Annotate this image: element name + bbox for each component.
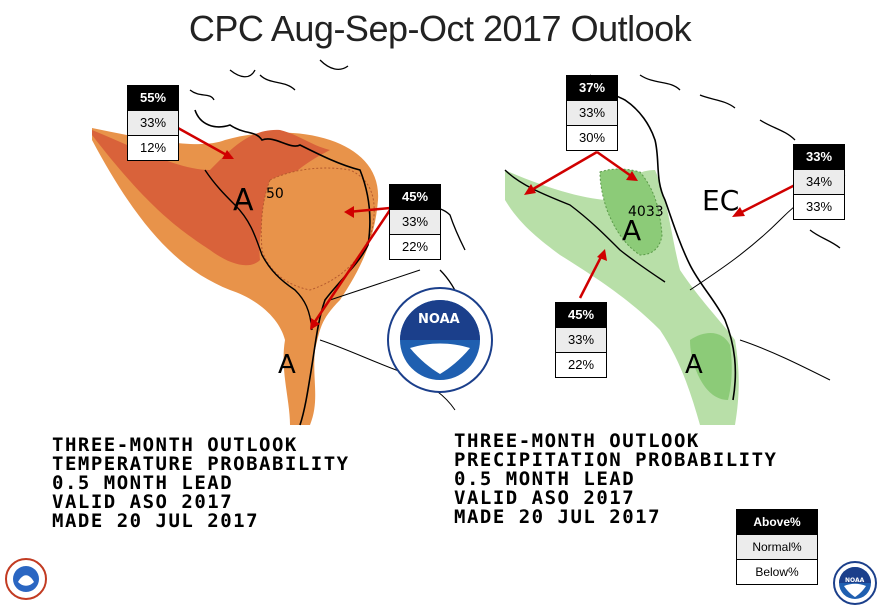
precip-coast-north [639,74,841,249]
temp-probability-area-high [92,129,330,266]
precip-arrow-3-head [732,207,745,217]
precip-arrow-4-head [597,249,607,261]
temp-region-label-a-south: A [278,350,296,380]
temp-arrow-1 [177,126,233,160]
precipitation-map [504,74,846,425]
above-value: 37% [567,76,617,100]
precip-caption-line-4: VALID ASO 2017 [454,487,636,509]
precip-arrow-1 [527,150,598,194]
temp-caption-line-3: 0.5 MONTH LEAD [52,472,234,494]
normal-value: 33% [556,327,606,352]
normal-value: 33% [128,110,178,135]
precip-caption-line-1: THREE-MONTH OUTLOOK [454,430,700,452]
page-title: CPC Aug-Sep-Oct 2017 Outlook [188,8,692,49]
noaa-logo-text: NOAA [418,312,460,327]
precip-probability-box-2: 33% 34% 33% [793,144,845,220]
temp-probability-box-1: 55% 33% 12% [127,85,179,161]
temp-arrow-3-head [310,318,320,330]
temp-coastline [194,109,371,426]
precip-arrow-3 [735,183,796,217]
normal-value: 33% [567,100,617,125]
above-value: 33% [794,145,844,169]
above-value: 55% [128,86,178,110]
temp-contour-label: 50 [266,186,284,202]
precip-region-label-a-south: A [685,350,703,380]
temperature-map [92,59,466,426]
below-value: 33% [794,194,844,219]
probability-legend: Above% Normal% Below% [736,509,818,585]
below-value: 30% [567,125,617,150]
precip-probability-box-1: 37% 33% 30% [566,75,618,151]
legend-normal: Normal% [737,534,817,559]
nws-logo [5,558,47,600]
precip-probability-area-light [505,170,739,425]
precip-caption-line-3: 0.5 MONTH LEAD [454,468,636,490]
below-value: 22% [556,352,606,377]
temp-coastline-west [204,169,313,331]
legend-below: Below% [737,559,817,584]
precip-border-2 [739,339,831,381]
normal-value: 33% [390,209,440,234]
temp-coast-north [189,59,349,101]
temp-probability-box-2: 45% 33% 22% [389,184,441,260]
precip-region-label-ec: EC [702,184,740,217]
precip-probability-area-dark [599,168,663,256]
below-value: 22% [390,234,440,259]
temp-arrow-1-head [222,150,234,159]
temp-caption-line-2: TEMPERATURE PROBABILITY [52,453,350,475]
noaa-logo-small-text: NOAA [845,577,865,584]
above-value: 45% [390,185,440,209]
noaa-logo [387,287,493,393]
above-value: 45% [556,303,606,327]
temp-region-label-a: A [233,183,254,218]
legend-above: Above% [737,510,817,534]
precip-arrow-1-head [524,184,536,195]
precip-coastline [589,74,737,401]
below-value: 12% [128,135,178,160]
temp-border-2 [329,269,421,301]
precip-contour-label: 4033 [628,204,664,220]
precip-caption-line-5: MADE 20 JUL 2017 [454,506,662,528]
temp-caption-line-4: VALID ASO 2017 [52,491,234,513]
precip-caption-line-2: PRECIPITATION PROBABILITY [454,449,778,471]
temp-arrow-3 [310,209,392,327]
noaa-logo-small [833,561,877,605]
temp-caption-line-1: THREE-MONTH OUTLOOK [52,434,298,456]
temp-caption-line-5: MADE 20 JUL 2017 [52,510,260,532]
temp-50-contour-area [260,167,375,291]
precip-probability-area-dark-south [690,333,732,400]
normal-value: 34% [794,169,844,194]
temp-arrow-2-head [344,206,354,218]
precip-region-label-a: A [622,214,642,247]
precip-probability-box-3: 45% 33% 22% [555,302,607,378]
precip-arrow-2-head [626,171,638,181]
precip-arrow-2 [596,150,635,180]
temp-arrow-2 [347,206,391,214]
precip-arrow-4 [578,252,605,299]
